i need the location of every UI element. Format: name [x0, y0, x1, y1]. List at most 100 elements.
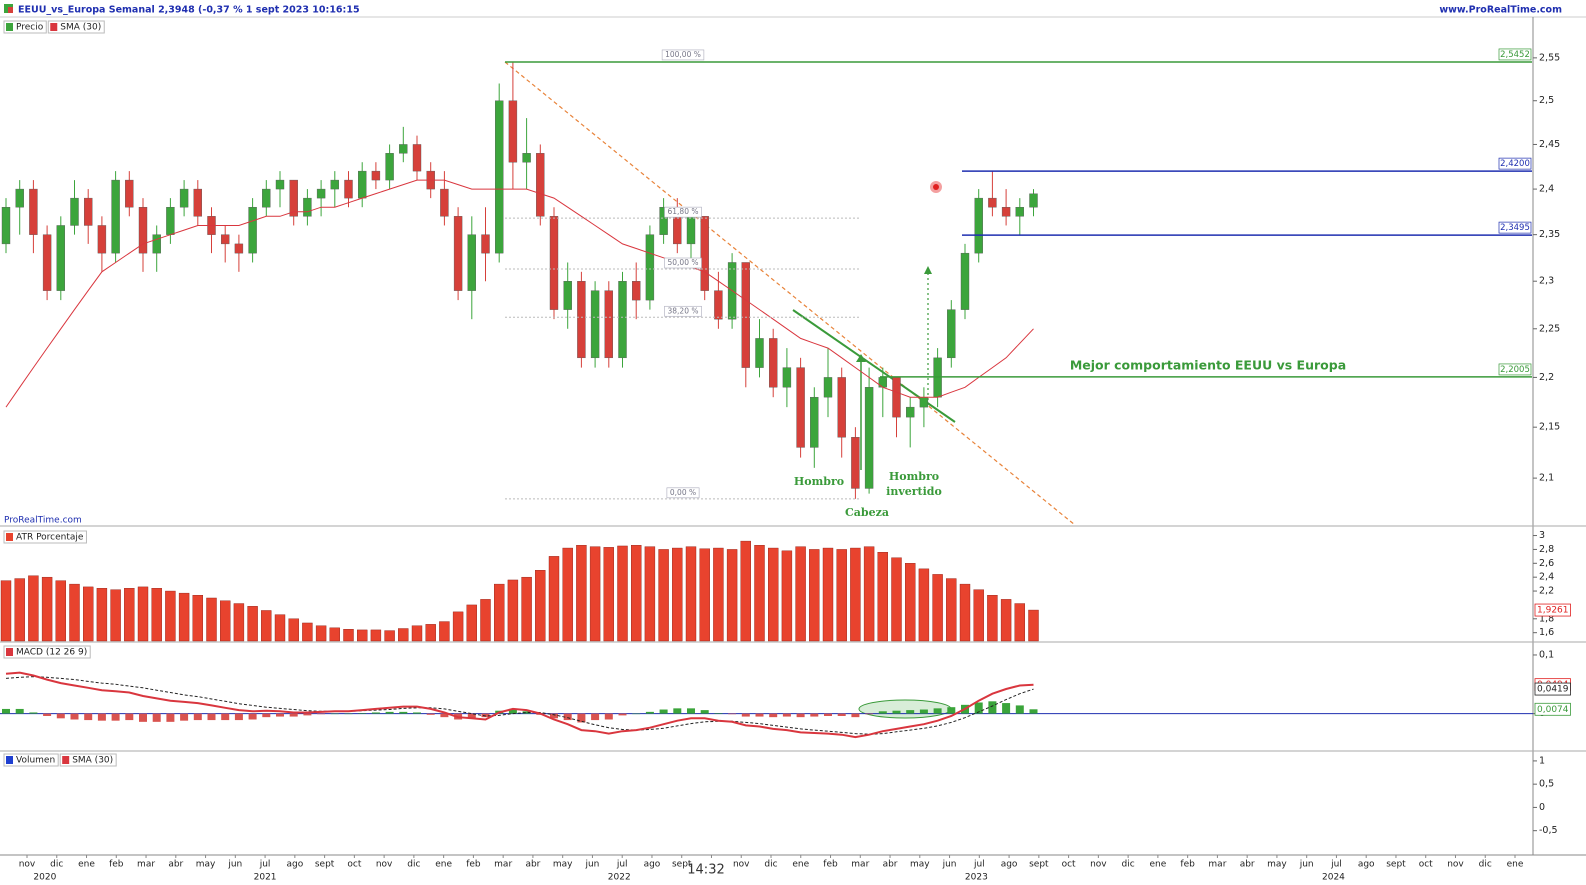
bar — [850, 547, 861, 642]
bar — [41, 576, 53, 642]
legend-box — [3, 20, 47, 34]
bar — [699, 548, 710, 642]
legend-swatch — [6, 23, 13, 31]
x-tick-label: ene — [78, 860, 95, 870]
histogram-bar — [440, 713, 449, 718]
bar — [165, 590, 176, 642]
x-tick-label: dic — [764, 860, 777, 870]
bar — [658, 549, 669, 642]
candle-body — [919, 396, 929, 408]
bar — [918, 568, 930, 642]
bar — [315, 625, 327, 642]
legend-label: ATR Porcentaje — [16, 533, 84, 543]
legend-label: SMA (30) — [72, 756, 113, 766]
histogram-bar — [125, 713, 134, 721]
candle-body — [193, 188, 203, 217]
candle-body — [960, 252, 970, 310]
histogram-bar — [892, 710, 901, 714]
bar — [863, 546, 875, 642]
fib-label: 38,20 % — [668, 306, 699, 315]
fib-label-box — [664, 305, 702, 317]
candle-body — [645, 234, 655, 301]
annotation: Cabeza — [845, 506, 889, 519]
value-tag: 0,0419 — [1537, 685, 1569, 695]
histogram-bar — [947, 707, 956, 714]
x-tick-label: ene — [435, 860, 452, 870]
candle-body — [974, 197, 983, 254]
bar — [329, 627, 340, 642]
bar — [644, 546, 656, 642]
candle-body — [618, 281, 627, 359]
x-tick-label: dic — [1122, 860, 1135, 870]
histogram-bar — [1029, 709, 1038, 714]
annotation: Hombro — [794, 475, 844, 488]
fib-label-box — [666, 487, 700, 499]
candle-body — [549, 216, 559, 310]
histogram-bar — [84, 713, 93, 721]
logo — [8, 7, 13, 13]
x-tick-label: ene — [1507, 860, 1524, 870]
source: ProRealTime.com — [4, 516, 82, 526]
x-tick-label: sept — [1386, 860, 1406, 870]
bar — [28, 575, 39, 642]
candle-body — [399, 144, 408, 154]
histogram-bar — [70, 713, 79, 720]
bar — [617, 545, 628, 642]
x-tick-label: ago — [644, 860, 661, 870]
bar — [82, 586, 94, 642]
bar — [452, 611, 464, 642]
x-tick-label: oct — [347, 860, 361, 870]
bar — [411, 625, 423, 642]
candle-body — [220, 234, 230, 245]
histogram-bar — [878, 711, 887, 714]
x-tick-label: dic — [50, 860, 63, 870]
x-tick-label: sept — [315, 860, 335, 870]
candle-body — [440, 188, 449, 217]
level-label-box — [1498, 157, 1532, 170]
candle-body — [782, 367, 792, 388]
candle-body — [495, 100, 504, 254]
y-tick-label: 1 — [1539, 755, 1545, 766]
candle-body — [344, 179, 353, 199]
y-tick-label: 2,45 — [1539, 139, 1560, 150]
bar — [603, 547, 614, 642]
level-label-box — [1498, 48, 1532, 61]
x-tick-label: oct — [1419, 860, 1433, 870]
x-tick-label: nov — [376, 860, 393, 870]
y-tick-label: 2,6 — [1539, 558, 1554, 569]
histogram-bar — [385, 711, 394, 714]
legend-swatch — [6, 533, 13, 541]
level-label: 2,5452 — [1500, 50, 1530, 60]
legend-box — [59, 753, 117, 767]
candle-body — [988, 197, 997, 208]
bar — [809, 549, 820, 642]
x-tick-label: mar — [494, 860, 512, 870]
bar — [562, 547, 573, 642]
histogram-bar — [591, 713, 600, 721]
y-tick-label: 0 — [1539, 802, 1545, 813]
bar — [877, 552, 888, 642]
y-tick-label: 2,2 — [1539, 586, 1554, 597]
candle-body — [70, 197, 79, 226]
bar — [535, 570, 546, 642]
bar — [494, 583, 505, 642]
histogram-bar — [248, 713, 257, 720]
histogram-bar — [43, 713, 52, 716]
histogram-bar — [782, 713, 791, 717]
bar — [781, 550, 793, 642]
x-year-label: 2024 — [1322, 873, 1345, 883]
x-tick-label: abr — [168, 860, 183, 870]
bar — [288, 618, 299, 642]
histogram-bar — [577, 713, 586, 723]
bar — [261, 610, 272, 642]
histogram-bar — [29, 712, 38, 714]
candle-body — [906, 406, 915, 418]
x-tick-label: nov — [733, 860, 750, 870]
y-tick-label: 2,25 — [1539, 323, 1560, 334]
y-tick-label: 2,3 — [1539, 276, 1554, 287]
y-tick-label: 2,5 — [1539, 95, 1554, 106]
bar — [69, 583, 80, 642]
bar — [0, 580, 12, 642]
candle-body — [56, 225, 65, 291]
fib-label: 61,80 % — [668, 207, 699, 216]
